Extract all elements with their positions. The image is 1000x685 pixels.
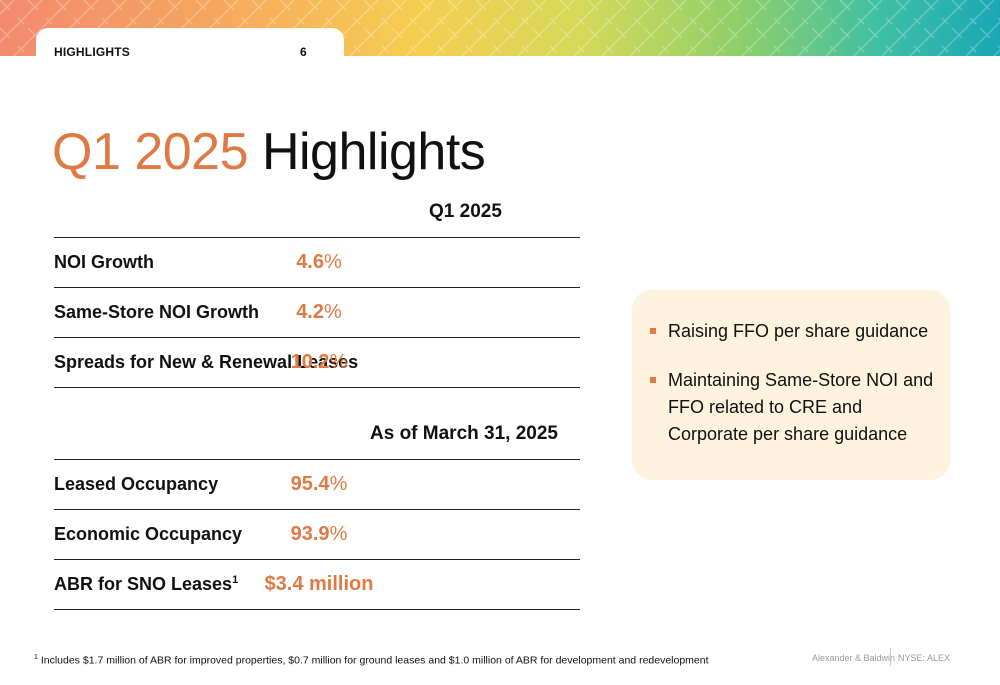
row-value: 93.9% — [290, 523, 348, 545]
guidance-list: Raising FFO per share guidance Maintaini… — [650, 318, 940, 470]
table-row: ABR for SNO Leases1 $3.4 million — [54, 560, 580, 610]
row-value: 10.2% — [290, 351, 348, 373]
guidance-panel: Raising FFO per share guidance Maintaini… — [632, 290, 950, 480]
table-header-date: As of March 31, 2025 — [370, 423, 558, 444]
footnote-ref: 1 — [232, 574, 239, 586]
section-tab: HIGHLIGHTS 6 — [36, 28, 344, 64]
list-item: Maintaining Same-Store NOI and FFO relat… — [650, 367, 940, 448]
row-label: Same-Store NOI Growth — [54, 302, 260, 322]
section-label: HIGHLIGHTS — [54, 45, 130, 59]
row-label: Spreads for New & Renewal Leases — [54, 352, 359, 372]
list-item: Raising FFO per share guidance — [650, 318, 940, 345]
table-row: Economic Occupancy 93.9% — [54, 510, 580, 560]
title-rest: Highlights — [248, 123, 486, 181]
footnote: 1 Includes $1.7 million of ABR for impro… — [34, 654, 709, 667]
row-label: ABR for SNO Leases1 — [54, 574, 239, 594]
table-top-rule — [54, 459, 580, 460]
row-label: Leased Occupancy — [54, 474, 219, 494]
table-row: Same-Store NOI Growth 4.2% — [54, 288, 580, 338]
stock-ticker: NYSE: ALEX — [898, 653, 951, 663]
table-row: Spreads for New & Renewal Leases 10.2% — [54, 338, 580, 388]
table-row: Leased Occupancy 95.4% — [54, 460, 580, 510]
row-label: Economic Occupancy — [54, 524, 243, 544]
row-value: 4.2% — [296, 301, 342, 323]
page-number: 6 — [300, 45, 307, 59]
company-name: Alexander & Baldwin — [812, 653, 896, 663]
page-title: Q1 2025 Highlights — [52, 122, 486, 182]
row-value: 4.6% — [296, 251, 342, 273]
table-top-rule — [54, 237, 580, 238]
title-accent: Q1 2025 — [52, 123, 249, 181]
square-bullet-icon — [650, 328, 656, 334]
row-label: NOI Growth — [54, 252, 154, 272]
row-value: 95.4% — [290, 473, 348, 495]
footnote-marker: 1 — [34, 654, 38, 661]
row-value: $3.4 million — [264, 573, 374, 595]
table-row: NOI Growth 4.6% — [54, 238, 580, 288]
footer-divider — [890, 648, 891, 666]
square-bullet-icon — [650, 377, 656, 383]
table-header-quarter: Q1 2025 — [429, 201, 502, 222]
